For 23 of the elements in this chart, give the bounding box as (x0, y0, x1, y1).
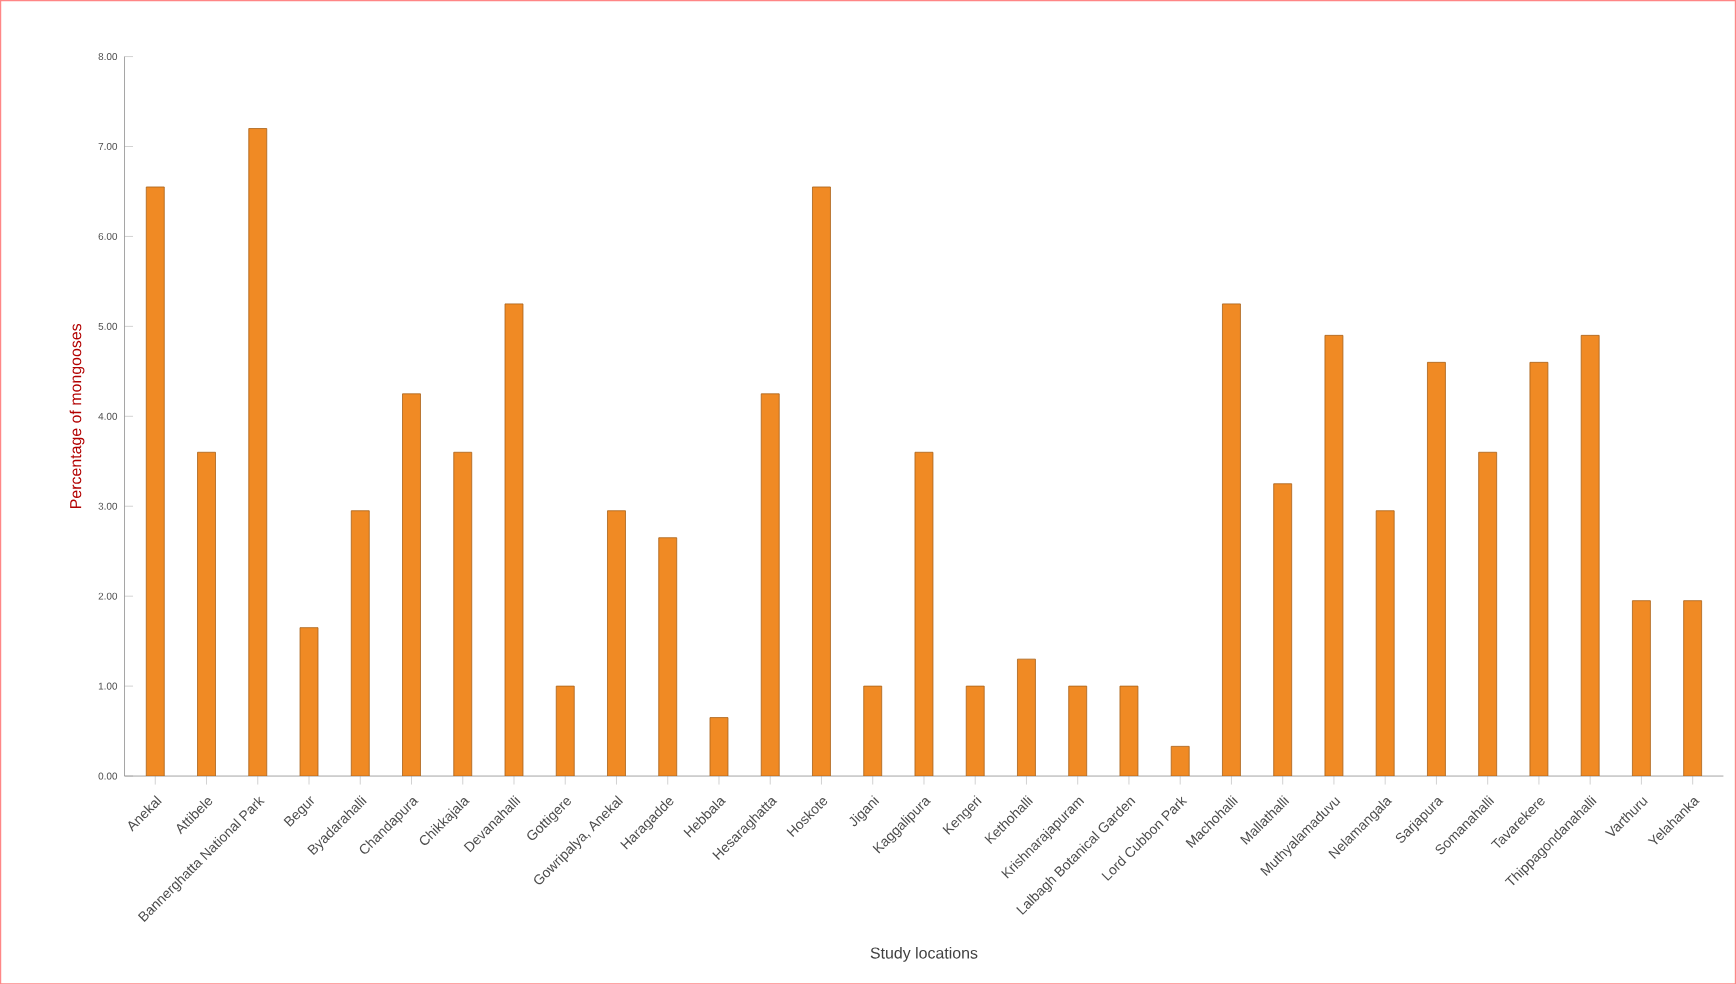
bar (965, 685, 985, 776)
bar (145, 186, 165, 776)
bar (1068, 685, 1088, 776)
bar (1375, 510, 1395, 776)
bar (1273, 483, 1293, 776)
bar (1478, 451, 1498, 776)
bar (1427, 361, 1446, 776)
bar (863, 685, 883, 776)
bar (248, 127, 268, 776)
bar (760, 393, 780, 776)
bar (1222, 303, 1241, 776)
bar (555, 685, 575, 776)
bar (1683, 600, 1703, 776)
bar (1632, 600, 1651, 776)
bar (350, 510, 370, 776)
bar (658, 537, 678, 776)
bar (197, 451, 216, 776)
bar (812, 186, 831, 776)
bar (1017, 658, 1036, 776)
bar (607, 510, 626, 776)
bar (453, 451, 473, 776)
bar (1580, 334, 1600, 776)
bar (402, 393, 421, 776)
